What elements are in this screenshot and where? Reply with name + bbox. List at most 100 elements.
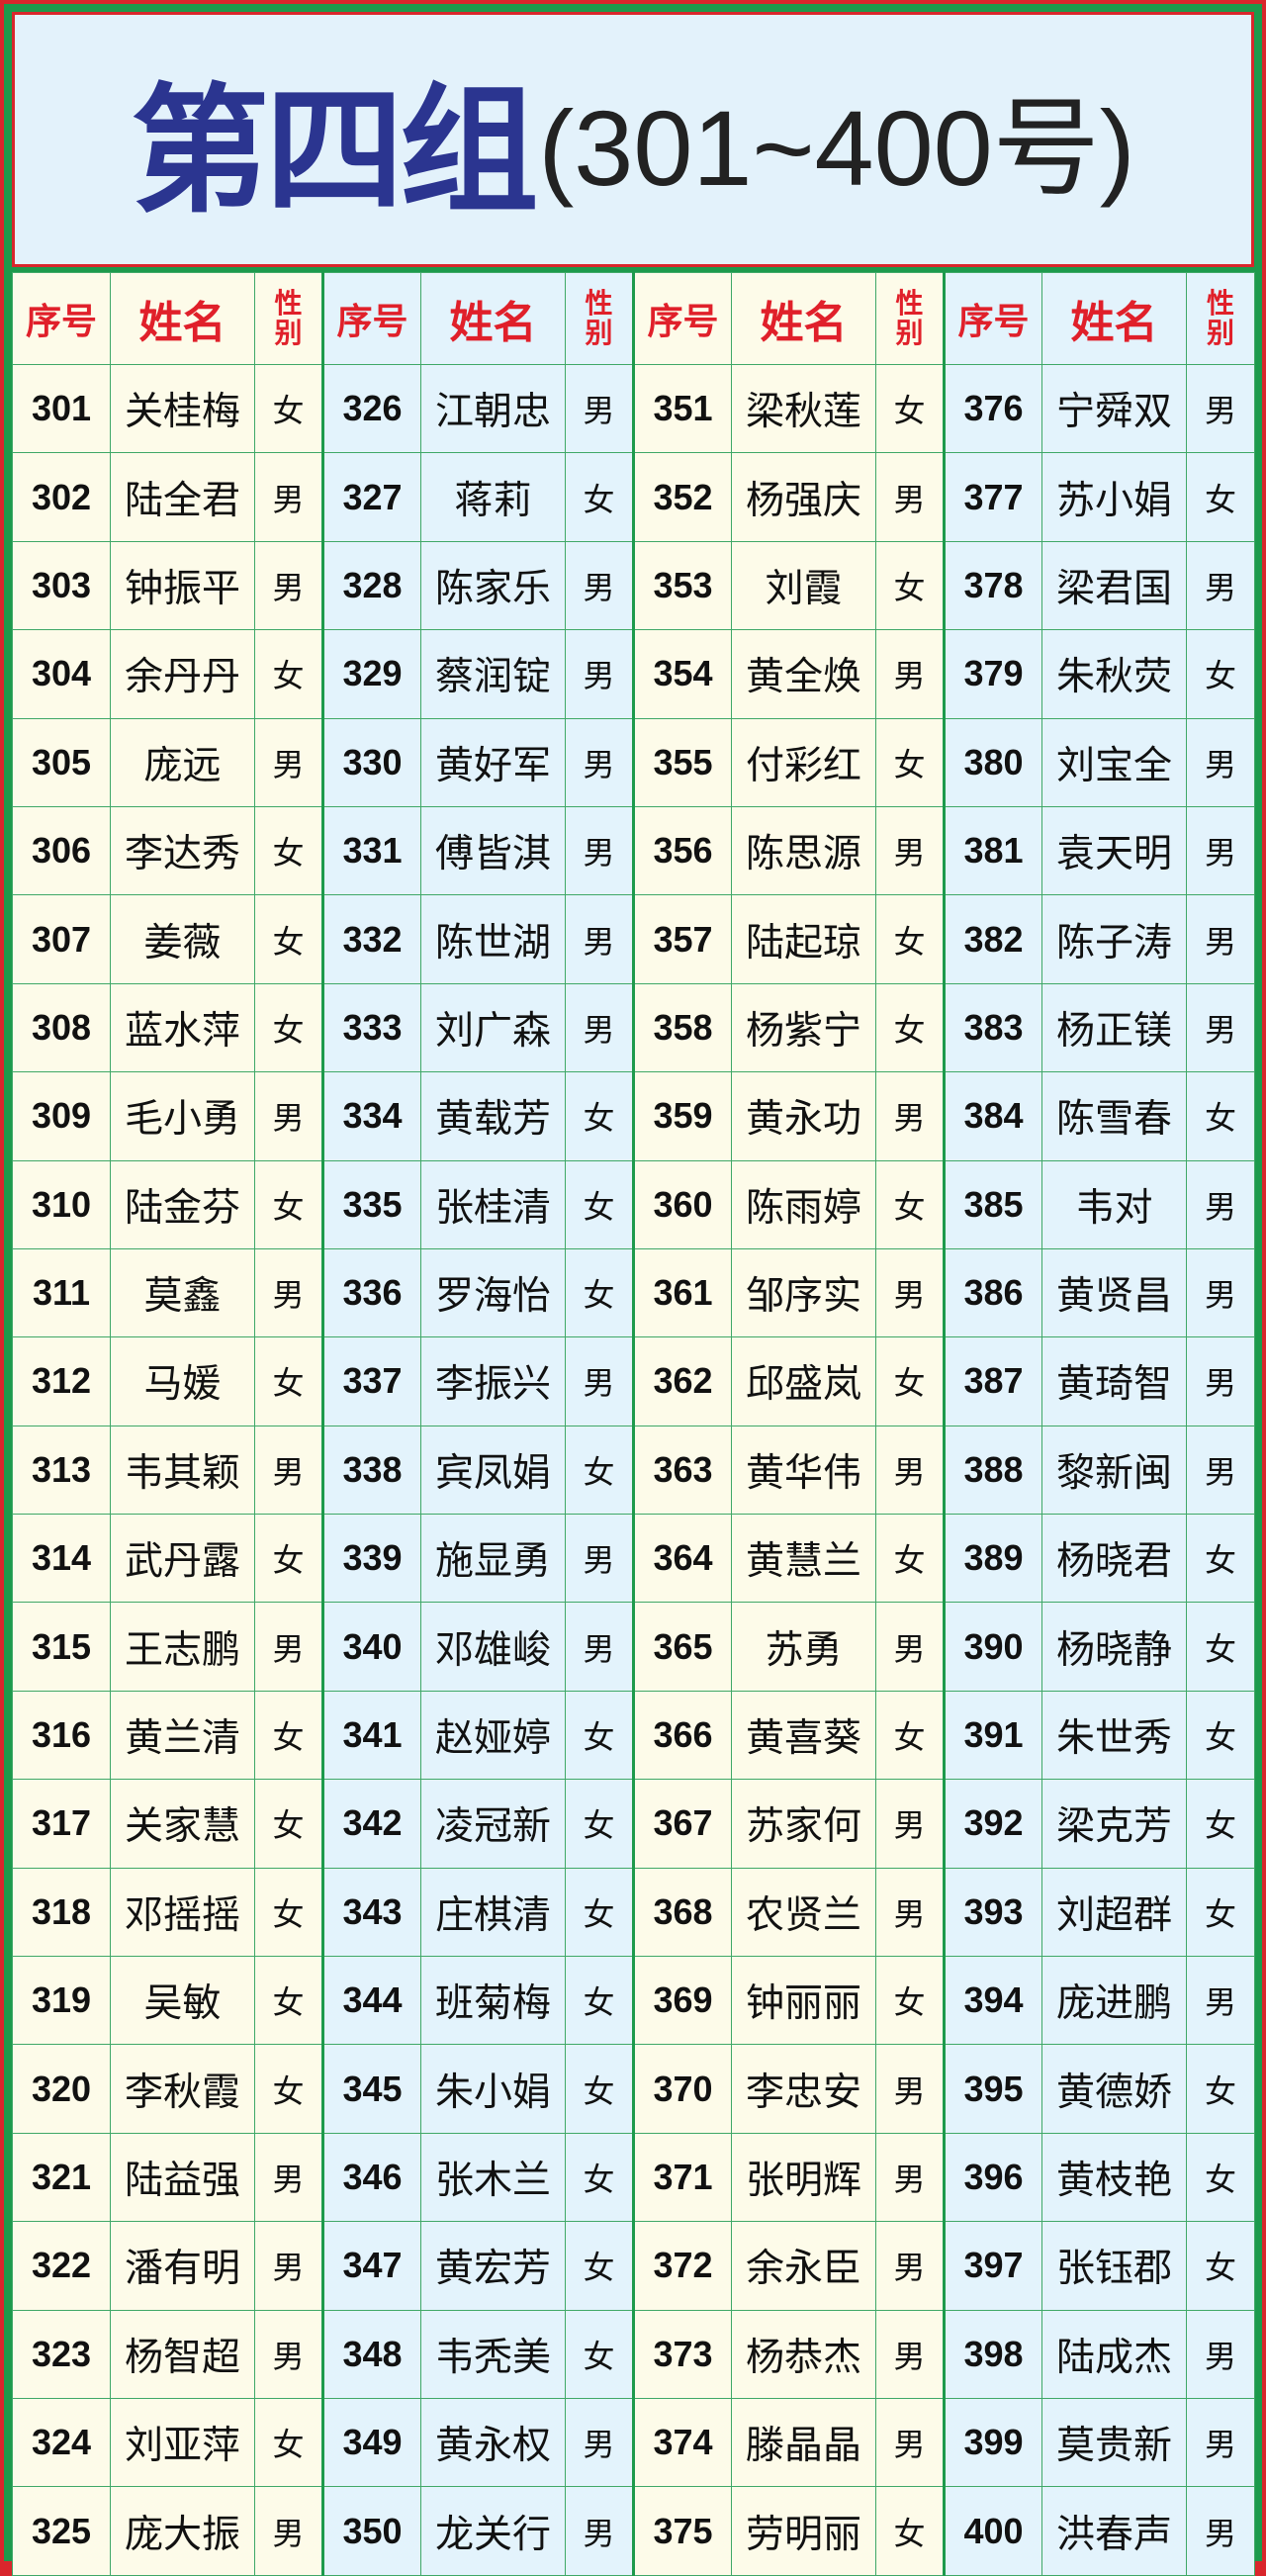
- cell-seq: 317: [12, 1779, 111, 1869]
- cell-sex: 男: [1186, 1956, 1255, 2046]
- cell-seq: 365: [632, 1602, 732, 1692]
- cell-name: 韦其颖: [110, 1425, 255, 1516]
- cell-sex: 男: [875, 1247, 945, 1338]
- cell-seq: 353: [632, 540, 732, 631]
- cell-name: 苏家何: [731, 1779, 876, 1869]
- cell-sex: 男: [875, 2132, 945, 2223]
- cell-seq: 379: [943, 629, 1042, 719]
- cell-name: 凌冠新: [420, 1779, 566, 1869]
- cell-sex: 男: [1186, 982, 1255, 1073]
- cell-name: 黄德娇: [1041, 2044, 1187, 2134]
- cell-seq: 384: [943, 1071, 1042, 1161]
- cell-name: 黄枝艳: [1041, 2132, 1187, 2223]
- cell-seq: 370: [632, 2044, 732, 2134]
- table-row: 325 庞大振男 350 龙关行男 375 劳明丽女 400 洪春声男: [12, 2486, 1255, 2576]
- cell-sex: 女: [254, 1779, 323, 1869]
- cell-sex: 男: [565, 805, 634, 896]
- cell-sex: 女: [875, 894, 945, 984]
- cell-name: 班菊梅: [420, 1956, 566, 2046]
- cell-seq: 376: [943, 363, 1042, 454]
- cell-name: 梁秋莲: [731, 363, 876, 454]
- header-sex: 性别: [565, 272, 634, 365]
- cell-seq: 350: [321, 2486, 421, 2576]
- cell-seq: 390: [943, 1602, 1042, 1692]
- table-row: 320 李秋霞女 345 朱小娟女 370 李忠安男 395 黄德娇女: [12, 2044, 1255, 2134]
- cell-seq: 396: [943, 2132, 1042, 2223]
- cell-seq: 358: [632, 982, 732, 1073]
- cell-name: 庄棋清: [420, 1867, 566, 1958]
- cell-seq: 340: [321, 1602, 421, 1692]
- cell-name: 宾凤娟: [420, 1425, 566, 1516]
- cell-sex: 男: [254, 1071, 323, 1161]
- cell-seq: 382: [943, 894, 1042, 984]
- group-title: 第四组: [131, 71, 538, 232]
- cell-name: 黎新闽: [1041, 1425, 1187, 1516]
- cell-name: 梁君国: [1041, 540, 1187, 631]
- cell-sex: 女: [254, 363, 323, 454]
- cell-sex: 女: [1186, 452, 1255, 542]
- roster-table: 序号 姓名性别序号 姓名性别序号 姓名性别序号 姓名性别 301 关桂梅女 326 江朝忠男 3…: [12, 272, 1255, 2576]
- cell-name: 韦对: [1041, 1159, 1187, 1249]
- cell-name: 武丹露: [110, 1514, 255, 1604]
- cell-sex: 女: [565, 2221, 634, 2311]
- cell-seq: 305: [12, 717, 111, 807]
- cell-name: 黄宏芳: [420, 2221, 566, 2311]
- cell-seq: 375: [632, 2486, 732, 2576]
- cell-sex: 女: [565, 1247, 634, 1338]
- cell-seq: 330: [321, 717, 421, 807]
- cell-name: 邱盛岚: [731, 1336, 876, 1426]
- cell-seq: 364: [632, 1514, 732, 1604]
- cell-sex: 女: [875, 1514, 945, 1604]
- cell-name: 李秋霞: [110, 2044, 255, 2134]
- cell-sex: 女: [1186, 2044, 1255, 2134]
- cell-sex: 女: [565, 1159, 634, 1249]
- table-row: 323 杨智超男 348 韦秃美女 373 杨恭杰男 398 陆成杰男: [12, 2309, 1255, 2399]
- cell-name: 邓摇摇: [110, 1867, 255, 1958]
- cell-sex: 男: [565, 1336, 634, 1426]
- cell-sex: 男: [1186, 2486, 1255, 2576]
- table-row: 314 武丹露女 339 施显勇男 364 黄慧兰女 389 杨晓君女: [12, 1514, 1255, 1604]
- cell-seq: 322: [12, 2221, 111, 2311]
- cell-seq: 380: [943, 717, 1042, 807]
- cell-seq: 335: [321, 1159, 421, 1249]
- cell-sex: 女: [565, 1867, 634, 1958]
- cell-sex: 男: [1186, 2397, 1255, 2488]
- cell-sex: 男: [254, 1602, 323, 1692]
- cell-sex: 女: [1186, 629, 1255, 719]
- cell-seq: 347: [321, 2221, 421, 2311]
- header-sex-char-1: 性: [585, 287, 613, 320]
- cell-sex: 女: [1186, 1690, 1255, 1781]
- table-row: 301 关桂梅女 326 江朝忠男 351 梁秋莲女 376 宁舜双男: [12, 363, 1255, 454]
- header-seq: 序号: [632, 272, 732, 365]
- cell-name: 莫贵新: [1041, 2397, 1187, 2488]
- cell-name: 陆金芬: [110, 1159, 255, 1249]
- cell-sex: 男: [254, 1425, 323, 1516]
- cell-name: 毛小勇: [110, 1071, 255, 1161]
- cell-seq: 309: [12, 1071, 111, 1161]
- header-sex-char-1: 性: [895, 287, 924, 320]
- cell-seq: 378: [943, 540, 1042, 631]
- cell-sex: 男: [565, 894, 634, 984]
- cell-name: 朱小娟: [420, 2044, 566, 2134]
- cell-seq: 313: [12, 1425, 111, 1516]
- cell-seq: 356: [632, 805, 732, 896]
- cell-sex: 女: [254, 805, 323, 896]
- cell-seq: 308: [12, 982, 111, 1073]
- cell-seq: 354: [632, 629, 732, 719]
- cell-sex: 女: [254, 1159, 323, 1249]
- cell-name: 韦秃美: [420, 2309, 566, 2399]
- cell-name: 苏勇: [731, 1602, 876, 1692]
- number-range: (301~400号): [538, 88, 1135, 208]
- cell-seq: 393: [943, 1867, 1042, 1958]
- cell-seq: 394: [943, 1956, 1042, 2046]
- cell-sex: 男: [565, 629, 634, 719]
- cell-name: 杨正镁: [1041, 982, 1187, 1073]
- cell-name: 陈雪春: [1041, 1071, 1187, 1161]
- cell-seq: 338: [321, 1425, 421, 1516]
- header-name: 姓名: [1041, 272, 1187, 365]
- cell-sex: 女: [565, 2044, 634, 2134]
- cell-sex: 男: [875, 2309, 945, 2399]
- cell-seq: 310: [12, 1159, 111, 1249]
- cell-sex: 男: [1186, 540, 1255, 631]
- cell-name: 庞进鹏: [1041, 1956, 1187, 2046]
